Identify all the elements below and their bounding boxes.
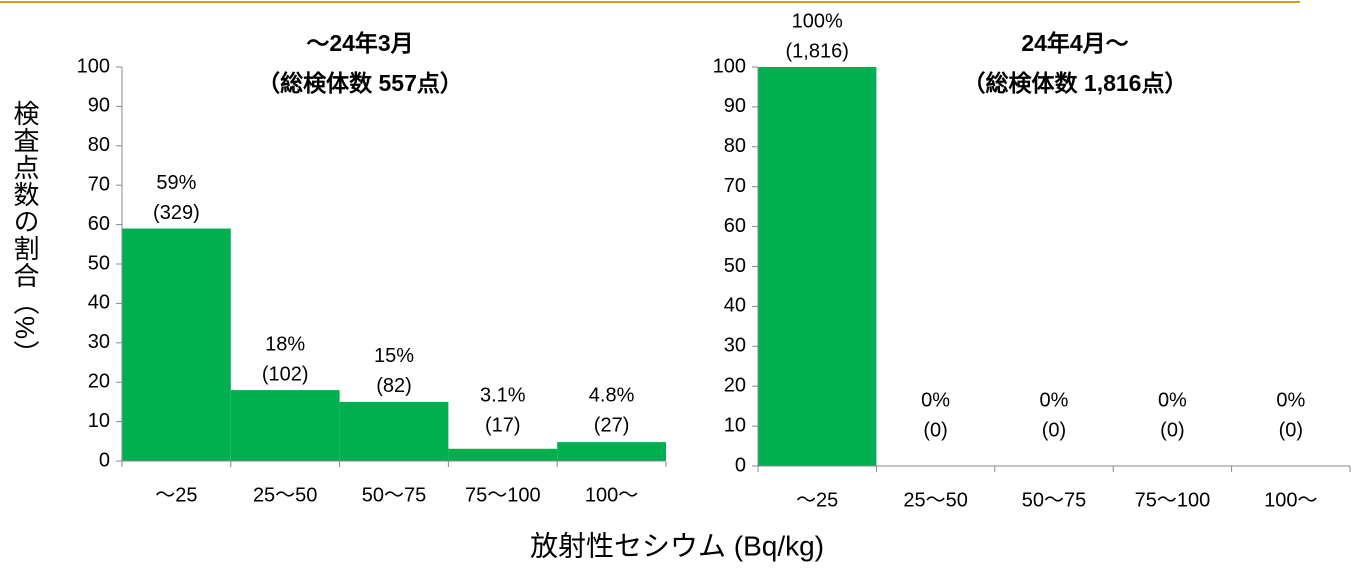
value-label: 4.8% bbox=[589, 384, 635, 406]
x-tick-label: 50〜75 bbox=[362, 484, 427, 506]
y-tick-label: 50 bbox=[724, 255, 746, 277]
y-tick-label: 60 bbox=[88, 213, 110, 235]
y-tick-label: 10 bbox=[88, 410, 110, 432]
chart-title: 〜24年3月 bbox=[306, 30, 413, 56]
value-label: 100% bbox=[792, 10, 843, 32]
count-label: (102) bbox=[262, 363, 309, 385]
x-tick-label: 25〜50 bbox=[253, 484, 318, 506]
x-tick-label: 50〜75 bbox=[1022, 489, 1087, 511]
count-label: (0) bbox=[1160, 419, 1184, 441]
count-label: (0) bbox=[1279, 419, 1303, 441]
y-tick-label: 40 bbox=[88, 292, 110, 314]
y-tick-label: 90 bbox=[724, 95, 746, 117]
x-tick-label: 75〜100 bbox=[1135, 489, 1211, 511]
y-axis-label: 検査点数の割合（%） bbox=[10, 100, 40, 368]
count-label: (0) bbox=[1042, 419, 1066, 441]
count-label: (1,816) bbox=[786, 40, 849, 62]
x-tick-label: 〜25 bbox=[796, 489, 838, 511]
y-tick-label: 20 bbox=[88, 370, 110, 392]
x-tick-label: 100〜 bbox=[1264, 489, 1317, 511]
bar bbox=[448, 448, 558, 461]
y-tick-label: 70 bbox=[88, 173, 110, 195]
bar bbox=[230, 390, 340, 461]
value-label: 3.1% bbox=[480, 384, 526, 406]
value-label: 59% bbox=[156, 172, 196, 194]
y-tick-label: 100 bbox=[713, 55, 746, 77]
y-tick-label: 0 bbox=[99, 449, 110, 471]
y-tick-label: 70 bbox=[724, 175, 746, 197]
value-label: 0% bbox=[1276, 389, 1305, 411]
y-tick-label: 80 bbox=[88, 134, 110, 156]
bar bbox=[122, 228, 231, 461]
y-tick-label: 0 bbox=[735, 454, 746, 476]
y-tick-label: 20 bbox=[724, 374, 746, 396]
count-label: (0) bbox=[923, 419, 947, 441]
value-label: 0% bbox=[1158, 389, 1187, 411]
count-label: (329) bbox=[153, 202, 200, 224]
y-tick-label: 60 bbox=[724, 215, 746, 237]
bar bbox=[758, 67, 877, 466]
chart-title: 24年4月〜 bbox=[1021, 30, 1128, 56]
y-tick-label: 10 bbox=[724, 414, 746, 436]
count-label: (17) bbox=[485, 414, 521, 436]
y-tick-label: 80 bbox=[724, 135, 746, 157]
bar bbox=[339, 401, 449, 461]
x-tick-label: 75〜100 bbox=[465, 484, 541, 506]
count-label: (82) bbox=[376, 375, 412, 397]
y-tick-label: 30 bbox=[88, 331, 110, 353]
x-tick-label: 25〜50 bbox=[903, 489, 968, 511]
value-label: 18% bbox=[265, 333, 305, 355]
y-tick-label: 30 bbox=[724, 335, 746, 357]
x-tick-label: 100〜 bbox=[585, 484, 638, 506]
chart-subtitle: （総検体数 557点） bbox=[257, 70, 463, 96]
chart-subtitle: （総検体数 1,816点） bbox=[963, 70, 1188, 96]
y-tick-label: 90 bbox=[88, 95, 110, 117]
count-label: (27) bbox=[594, 414, 630, 436]
x-axis-label: 放射性セシウム (Bq/kg) bbox=[530, 530, 824, 561]
x-tick-label: 〜25 bbox=[155, 484, 197, 506]
value-label: 0% bbox=[921, 389, 950, 411]
y-tick-label: 50 bbox=[88, 252, 110, 274]
value-label: 0% bbox=[1040, 389, 1069, 411]
y-tick-label: 40 bbox=[724, 295, 746, 317]
value-label: 15% bbox=[374, 345, 414, 367]
y-tick-label: 100 bbox=[77, 55, 110, 77]
bar bbox=[557, 442, 666, 461]
